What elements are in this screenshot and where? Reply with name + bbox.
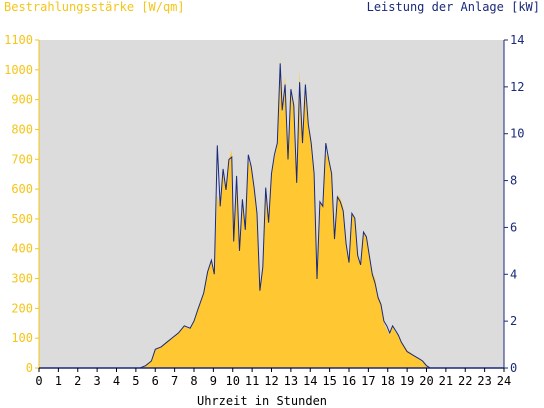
x-tick-label: 12	[264, 374, 278, 388]
x-tick-label: 1	[55, 374, 62, 388]
x-tick-label: 21	[439, 374, 453, 388]
right-tick-label: 0	[510, 361, 517, 375]
right-tick-label: 12	[510, 80, 524, 94]
x-tick-label: 3	[94, 374, 101, 388]
left-axis-title: Bestrahlungsstärke [W/qm]	[4, 0, 185, 14]
x-tick-label: 8	[190, 374, 197, 388]
left-tick-label: 1000	[4, 63, 33, 77]
power-line	[39, 63, 504, 369]
right-tick-label: 2	[510, 314, 517, 328]
left-tick-label: 600	[11, 182, 33, 196]
right-tick-label: 8	[510, 174, 517, 188]
x-tick-label: 6	[152, 374, 159, 388]
left-tick-label: 400	[11, 242, 33, 256]
x-tick-label: 13	[284, 374, 298, 388]
x-tick-label: 15	[322, 374, 336, 388]
x-tick-label: 14	[303, 374, 317, 388]
x-tick-label: 22	[458, 374, 472, 388]
right-tick-label: 4	[510, 267, 517, 281]
x-tick-label: 4	[113, 374, 120, 388]
right-tick-label: 14	[510, 33, 524, 47]
left-tick-label: 800	[11, 122, 33, 136]
right-axis-title: Leistung der Anlage [kW]	[367, 0, 540, 14]
x-tick-label: 19	[400, 374, 414, 388]
irradiance-area	[39, 57, 504, 369]
right-tick-label: 6	[510, 220, 517, 234]
x-tick-label: 16	[342, 374, 356, 388]
left-tick-label: 500	[11, 212, 33, 226]
left-tick-label: 200	[11, 301, 33, 315]
left-tick-label: 100	[11, 331, 33, 345]
left-tick-label: 700	[11, 152, 33, 166]
left-tick-label: 900	[11, 93, 33, 107]
x-tick-label: 10	[226, 374, 240, 388]
x-tick-label: 9	[210, 374, 217, 388]
axis-ticks: 0100200300400500600700800900100011000246…	[4, 33, 524, 388]
x-tick-label: 11	[245, 374, 259, 388]
x-tick-label: 23	[477, 374, 491, 388]
left-tick-label: 300	[11, 272, 33, 286]
x-tick-label: 5	[132, 374, 139, 388]
x-tick-label: 24	[497, 374, 511, 388]
x-tick-label: 0	[35, 374, 42, 388]
left-tick-label: 1100	[4, 33, 33, 47]
x-tick-label: 20	[419, 374, 433, 388]
right-tick-label: 10	[510, 127, 524, 141]
x-tick-label: 18	[381, 374, 395, 388]
x-axis-title: Uhrzeit in Stunden	[197, 394, 327, 408]
left-tick-label: 0	[26, 361, 33, 375]
x-tick-label: 17	[361, 374, 375, 388]
x-tick-label: 2	[74, 374, 81, 388]
x-tick-label: 7	[171, 374, 178, 388]
